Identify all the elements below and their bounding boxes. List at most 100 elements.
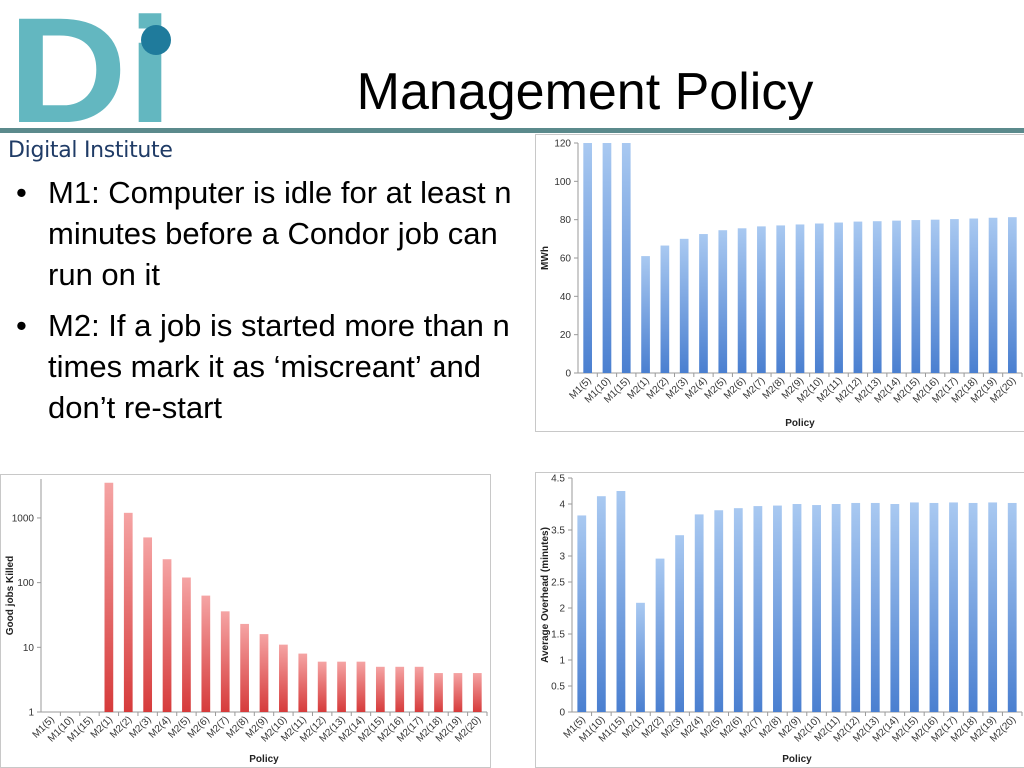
bar	[929, 502, 939, 712]
bar	[949, 502, 958, 712]
bar	[834, 222, 843, 373]
y-tick-label: 2.5	[551, 578, 565, 589]
bar	[356, 661, 366, 712]
y-tick-label: 3	[559, 552, 565, 563]
bar	[434, 673, 443, 712]
bar	[679, 238, 689, 373]
bar	[123, 512, 133, 712]
bar	[675, 535, 685, 712]
bar	[950, 219, 959, 373]
y-tick-label: 120	[554, 139, 571, 150]
y-tick-label: 60	[560, 254, 572, 265]
bar	[317, 661, 327, 712]
bar	[795, 224, 805, 373]
bar	[395, 666, 405, 712]
overhead-chart: 0 0.5 1 1.5 2 2.5 3 3.5 4 4.5 M1(5) M1(10) M1(15) M2(…	[535, 472, 1024, 768]
y-tick-label: 10	[23, 643, 35, 654]
bar	[414, 666, 424, 712]
bar	[988, 217, 998, 373]
bar	[890, 504, 900, 712]
bar	[279, 644, 288, 712]
x-axis-title: Policy	[249, 754, 279, 765]
bar	[472, 673, 482, 712]
y-tick-label: 0.5	[551, 682, 565, 693]
bar	[892, 220, 901, 373]
bullet-dot-icon: •	[16, 175, 27, 210]
bar	[240, 623, 249, 712]
x-axis-title: Policy	[785, 418, 815, 429]
bar	[337, 661, 346, 712]
y-tick-label: 0	[559, 708, 565, 719]
bar	[909, 502, 919, 712]
bar	[911, 220, 921, 373]
bar	[182, 577, 191, 712]
y-tick-label: 40	[560, 292, 572, 303]
bar	[851, 502, 861, 712]
digital-institute-logo: Di	[8, 6, 173, 128]
bar	[162, 559, 172, 712]
bar	[1008, 217, 1017, 373]
y-tick-label: 3.5	[551, 526, 565, 537]
y-tick-label: 2	[559, 604, 565, 615]
y-tick-label: 20	[560, 330, 572, 341]
bar	[453, 673, 463, 712]
x-axis-title: Policy	[782, 754, 812, 765]
y-tick-label: 0	[565, 369, 571, 380]
bar	[870, 502, 880, 712]
bar	[616, 491, 626, 712]
bar	[596, 496, 606, 712]
bar	[853, 221, 863, 373]
bar	[773, 505, 782, 712]
bar	[872, 221, 882, 373]
bullet-text: M1: Computer is idle for at least n minu…	[48, 175, 512, 292]
bar	[733, 508, 743, 712]
bar	[143, 537, 153, 712]
y-axis-title: Average Overhead (minutes)	[540, 527, 551, 663]
logo-caption: Digital Institute	[8, 138, 173, 163]
y-tick-label: 4	[559, 500, 565, 511]
y-axis-title: Good jobs Killed	[5, 556, 16, 635]
bar	[220, 611, 230, 712]
y-tick-label: 4.5	[551, 474, 565, 485]
y-axis-title: MWh	[540, 246, 551, 270]
bar	[583, 143, 592, 373]
logo-dot	[141, 25, 171, 55]
bar	[714, 510, 724, 712]
bar	[968, 502, 978, 712]
bar	[104, 482, 114, 712]
killed-jobs-chart: 1 10 100 1000 M1(5) M1(10) M1(15) M2(1) M2(2) M2(…	[0, 474, 491, 768]
bar	[988, 502, 998, 712]
energy-chart: 0 20 40 60 80 100 120 M1(5) M1(10) M1(15) M2(1) M2(…	[535, 134, 1024, 432]
bar	[641, 256, 650, 373]
bar	[737, 228, 747, 373]
bar	[776, 225, 786, 373]
bullet-item: • M2: If a job is started more than n tim…	[12, 305, 522, 428]
bar	[375, 666, 385, 712]
bar	[621, 143, 631, 373]
bar	[699, 234, 708, 373]
y-tick-label: 80	[560, 215, 572, 226]
bar	[602, 143, 612, 373]
bar	[969, 218, 979, 373]
bar	[636, 602, 645, 712]
bullet-item: • M1: Computer is idle for at least n min…	[12, 172, 522, 295]
logo-letters: Di	[8, 6, 173, 128]
y-tick-label: 1.5	[551, 630, 565, 641]
bar	[298, 653, 308, 712]
y-tick-label: 1	[28, 708, 34, 719]
bar	[757, 226, 766, 373]
bar	[660, 245, 670, 373]
bar	[831, 504, 841, 712]
bullet-list: • M1: Computer is idle for at least n min…	[12, 172, 522, 438]
bar	[577, 515, 587, 712]
bar	[792, 504, 802, 712]
bar	[259, 634, 269, 712]
slide-title: Management Policy	[356, 63, 814, 121]
bar	[718, 230, 728, 373]
bar	[201, 595, 211, 712]
y-tick-label: 100	[17, 578, 34, 589]
bar	[655, 558, 665, 712]
y-tick-label: 1000	[12, 513, 35, 524]
y-tick-label: 100	[554, 177, 571, 188]
bar	[753, 506, 763, 712]
